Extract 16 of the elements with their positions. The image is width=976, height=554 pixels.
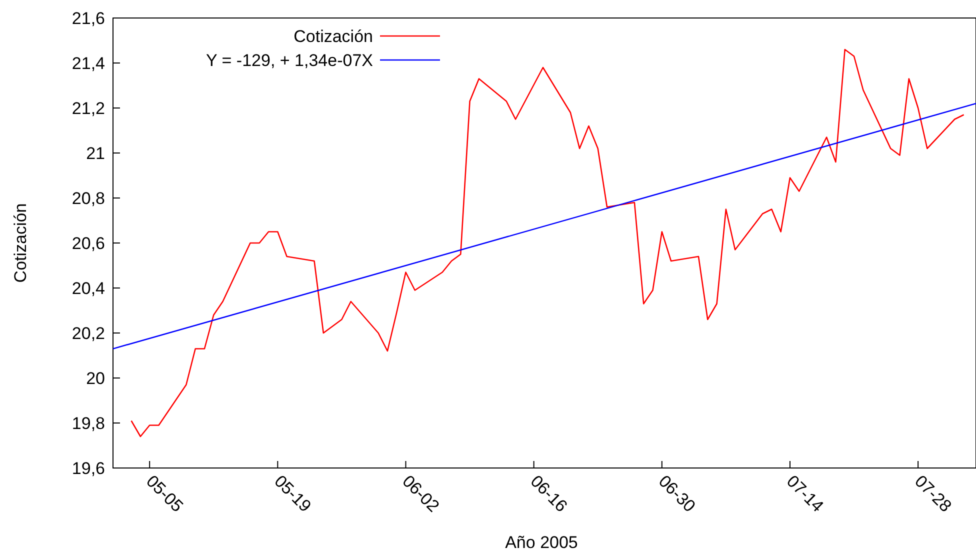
y-tick-label: 20 [86, 368, 105, 388]
y-tick-label: 21,4 [72, 54, 105, 73]
y-tick-label: 20,6 [72, 234, 105, 253]
legend-label: Y = -129, + 1,34e-07X [206, 50, 373, 70]
y-tick-label: 20,4 [72, 278, 105, 298]
legend-label: Cotización [294, 26, 373, 46]
y-tick-label: 19,6 [72, 458, 105, 478]
y-axis-title: Cotización [11, 203, 30, 283]
y-tick-label: 21 [86, 144, 105, 163]
y-tick-label: 20,2 [72, 324, 105, 343]
y-tick-label: 19,8 [72, 414, 105, 433]
y-tick-label: 21,2 [72, 98, 105, 118]
y-tick-label: 21,6 [72, 8, 105, 28]
x-axis-title: Año 2005 [505, 533, 578, 552]
y-tick-label: 20,8 [72, 188, 105, 208]
line-series [130, 48, 964, 438]
